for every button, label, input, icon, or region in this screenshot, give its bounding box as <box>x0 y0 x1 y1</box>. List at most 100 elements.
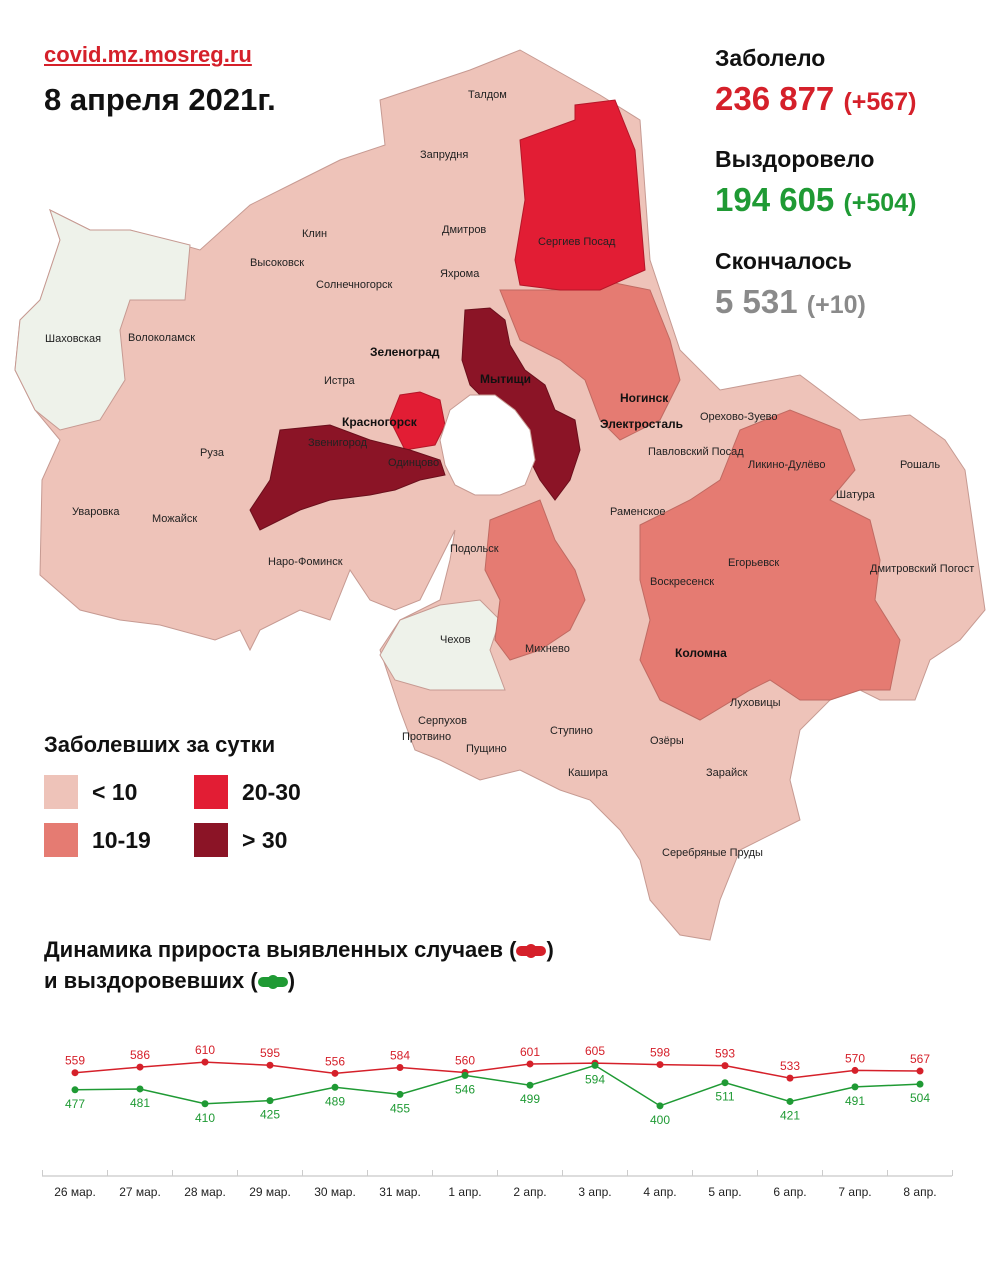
date-tick-label: 1 апр. <box>448 1185 481 1199</box>
town-shatura: Шатура <box>836 489 876 501</box>
recovered-point <box>331 1083 339 1091</box>
town-pushchino: Пущино <box>466 743 507 755</box>
town-likino-dulevo: Ликино-Дулёво <box>748 459 826 471</box>
cases-point <box>916 1067 924 1075</box>
date-tick-label: 6 апр. <box>773 1185 806 1199</box>
town-ramenskoe: Раменское <box>610 506 666 518</box>
legend-title: Заболевших за сутки <box>44 732 276 757</box>
recovered-number: 194 605 <box>715 181 835 218</box>
town-ozery: Озёры <box>650 735 684 747</box>
recovered-point <box>461 1071 469 1079</box>
cases-value-label: 595 <box>260 1046 280 1060</box>
recovered-series-line <box>74 1064 921 1107</box>
town-istra: Истра <box>324 375 356 387</box>
town-ruza: Руза <box>200 447 225 459</box>
recovered-value-label: 455 <box>390 1101 410 1115</box>
cases-point <box>396 1064 404 1071</box>
cases-value-label: 586 <box>130 1048 150 1062</box>
town-yakhroma: Яхрома <box>440 268 480 280</box>
recovered-value-label: 504 <box>910 1091 930 1105</box>
recovered-point <box>396 1090 404 1098</box>
region-shakhovskaya <box>14 209 191 431</box>
legend-item-20-30: 20-30 <box>194 775 301 809</box>
deaths-label: Скончалось <box>715 248 852 274</box>
recovered-value-label: 546 <box>455 1082 475 1096</box>
chart-title-recovered: и выздоровевших ( <box>44 968 258 993</box>
town-dmitrovsky-pogost: Дмитровский Погост <box>870 563 974 575</box>
town-odintsovo: Одинцово <box>388 457 439 469</box>
source-link[interactable]: covid.mz.mosreg.ru <box>44 42 252 67</box>
town-vysokovsk: Высоковск <box>250 257 304 269</box>
town-chekhov: Чехов <box>440 634 471 646</box>
recovered-point <box>591 1061 599 1069</box>
town-zelenograd: Зеленоград <box>370 345 440 359</box>
date-tick-label: 29 мар. <box>249 1185 291 1199</box>
cases-point <box>331 1069 339 1077</box>
recovered-value-label: 425 <box>260 1108 280 1122</box>
recovered-value-label: 400 <box>650 1113 670 1127</box>
town-protvino: Протвино <box>402 731 451 743</box>
recovered-value-label: 491 <box>845 1094 865 1108</box>
date-tick-label: 2 апр. <box>513 1185 546 1199</box>
deaths-value: 5 531 (+10) <box>715 283 866 321</box>
recovered-value-label: 421 <box>780 1108 800 1122</box>
cases-point <box>201 1058 209 1066</box>
chart-title-line2: и выздоровевших () <box>44 965 554 996</box>
legend-swatch <box>194 775 228 809</box>
town-klin: Клин <box>302 228 327 240</box>
date-tick-label: 8 апр. <box>903 1185 936 1199</box>
legend-item-lt10: < 10 <box>44 775 137 809</box>
cases-delta: (+567) <box>843 88 917 116</box>
town-kashira: Кашира <box>568 767 609 779</box>
recovered-point <box>656 1102 664 1110</box>
town-zvenigorod: Звенигород <box>308 437 368 449</box>
region-sergiev-posad <box>514 99 646 291</box>
recovered-value-label: 410 <box>195 1111 215 1125</box>
town-shakhovskaya: Шаховская <box>45 333 101 345</box>
town-pavlovsky-posad: Павловский Посад <box>648 446 744 458</box>
cases-number: 236 877 <box>715 80 835 117</box>
cases-point <box>526 1060 534 1068</box>
region-east-10-19 <box>639 409 901 721</box>
cases-value-label: 610 <box>195 1043 215 1057</box>
region-podolsk-10-19 <box>484 499 586 661</box>
cases-label: Заболело <box>715 45 826 71</box>
recovered-value-label: 489 <box>325 1094 345 1108</box>
recovered-value-label: 481 <box>130 1096 150 1110</box>
town-egorevsk: Егорьевск <box>728 557 779 569</box>
recovered-point <box>526 1081 534 1089</box>
cases-point <box>136 1063 144 1071</box>
town-stupino: Ступино <box>550 725 593 737</box>
cases-point <box>721 1062 729 1070</box>
town-krasnogorsk: Красногорск <box>342 415 418 429</box>
town-kolomna: Коломна <box>675 646 727 660</box>
recovered-point <box>266 1097 274 1105</box>
recovered-point <box>786 1097 794 1105</box>
town-dmitrov: Дмитров <box>442 224 486 236</box>
town-elektrostal: Электросталь <box>600 417 683 431</box>
moscow-city-hole <box>439 394 536 496</box>
date-tick-label: 5 апр. <box>708 1185 741 1199</box>
date-tick-label: 7 апр. <box>838 1185 871 1199</box>
town-naro-fominsk: Наро-Фоминск <box>268 556 343 568</box>
recovered-delta: (+504) <box>843 189 917 217</box>
date-tick-label: 4 апр. <box>643 1185 676 1199</box>
recovered-point <box>916 1080 924 1088</box>
legend-swatch <box>44 775 78 809</box>
cases-value-label: 556 <box>325 1054 345 1068</box>
region-odintsovo <box>249 424 446 531</box>
recovered-point <box>71 1086 79 1094</box>
town-taldom: Талдом <box>468 89 507 101</box>
town-mikhnevo: Михнево <box>525 643 570 655</box>
town-orekhovo-zuevo: Орехово-Зуево <box>700 411 778 423</box>
chart-title-line1: Динамика прироста выявленных случаев () <box>44 934 554 965</box>
date-tick-label: 27 мар. <box>119 1185 161 1199</box>
town-lukhovitsy: Луховицы <box>730 697 781 709</box>
recovered-value-label: 594 <box>585 1072 605 1086</box>
moscow-region-map: Талдом Запрудня Дмитров Яхрома Клин Высо… <box>14 49 986 941</box>
cases-value-label: 567 <box>910 1052 930 1066</box>
recovered-value-label: 511 <box>715 1090 734 1104</box>
legend-label: > 30 <box>242 826 288 853</box>
town-zaprudnya: Запрудня <box>420 149 468 161</box>
town-voskresensk: Воскресенск <box>650 576 714 588</box>
